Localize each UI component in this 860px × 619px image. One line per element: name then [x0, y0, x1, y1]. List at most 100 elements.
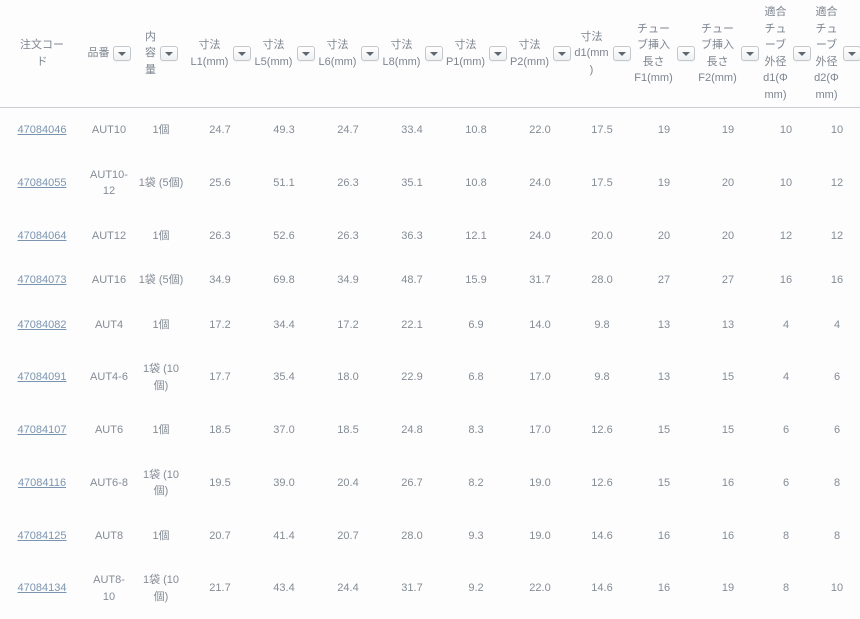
- cell-dim-l5: 69.8: [252, 258, 316, 303]
- order-code-link[interactable]: 47084116: [18, 477, 66, 489]
- cell-order-code: 47084116: [0, 453, 84, 514]
- cell-phi-d2: 10: [812, 558, 860, 619]
- cell-dim-p2: 19.0: [508, 514, 572, 559]
- column-filter-button[interactable]: [425, 46, 443, 61]
- cell-dim-d1: 9.8: [572, 347, 632, 408]
- column-filter-button[interactable]: [843, 46, 860, 61]
- cell-dim-p1: 9.2: [444, 558, 508, 619]
- cell-dim-l8: 24.8: [380, 408, 444, 453]
- cell-phi-d1: 4: [760, 303, 812, 348]
- column-header-label: 寸法 L1(mm): [189, 37, 230, 70]
- column-filter-button[interactable]: [677, 46, 695, 61]
- order-code-link[interactable]: 47084082: [18, 319, 67, 331]
- column-filter-button[interactable]: [160, 46, 178, 61]
- cell-part-number: AUT10-12: [84, 153, 134, 214]
- cell-dim-d1: 14.6: [572, 558, 632, 619]
- cell-phi-d1: 8: [760, 514, 812, 559]
- cell-order-code: 47084125: [0, 514, 84, 559]
- chevron-down-icon: [798, 52, 806, 56]
- cell-quantity: 1個: [134, 408, 188, 453]
- cell-dim-l1: 20.7: [188, 514, 252, 559]
- order-code-link[interactable]: 47084091: [18, 371, 67, 383]
- cell-ins-f2: 19: [696, 558, 760, 619]
- cell-dim-l6: 24.4: [316, 558, 380, 619]
- cell-ins-f1: 13: [632, 303, 696, 348]
- chevron-down-icon: [430, 52, 438, 56]
- column-filter-button[interactable]: [233, 46, 251, 61]
- column-filter-button[interactable]: [613, 46, 631, 61]
- order-code-link[interactable]: 47084055: [18, 177, 67, 189]
- cell-order-code: 47084064: [0, 214, 84, 259]
- chevron-down-icon: [494, 52, 502, 56]
- cell-dim-l6: 26.3: [316, 153, 380, 214]
- cell-phi-d1: 8: [760, 558, 812, 619]
- cell-ins-f1: 19: [632, 108, 696, 153]
- column-header-label: 寸法 L6(mm): [317, 37, 358, 70]
- cell-ins-f1: 20: [632, 214, 696, 259]
- cell-quantity: 1個: [134, 303, 188, 348]
- cell-dim-d1: 12.6: [572, 408, 632, 453]
- chevron-down-icon: [746, 52, 754, 56]
- cell-dim-l1: 17.2: [188, 303, 252, 348]
- cell-dim-l1: 17.7: [188, 347, 252, 408]
- column-filter-button[interactable]: [489, 46, 507, 61]
- cell-quantity: 1個: [134, 214, 188, 259]
- column-header-quantity: 内容量: [134, 0, 188, 108]
- cell-part-number: AUT8: [84, 514, 134, 559]
- cell-quantity: 1袋 (5個): [134, 153, 188, 214]
- cell-dim-l5: 52.6: [252, 214, 316, 259]
- cell-dim-l1: 21.7: [188, 558, 252, 619]
- chevron-down-icon: [302, 52, 310, 56]
- column-header-dim-l5: 寸法 L5(mm): [252, 0, 316, 108]
- column-filter-button[interactable]: [553, 46, 571, 61]
- cell-quantity: 1袋 (10個): [134, 347, 188, 408]
- column-filter-button[interactable]: [361, 46, 379, 61]
- column-header-label: 注文コード: [16, 37, 68, 70]
- cell-ins-f1: 19: [632, 153, 696, 214]
- cell-dim-p2: 14.0: [508, 303, 572, 348]
- cell-part-number: AUT16: [84, 258, 134, 303]
- order-code-link[interactable]: 47084134: [18, 582, 67, 594]
- order-code-link[interactable]: 47084125: [18, 530, 67, 542]
- column-filter-button[interactable]: [741, 46, 759, 61]
- cell-ins-f1: 16: [632, 558, 696, 619]
- cell-ins-f2: 16: [696, 453, 760, 514]
- cell-dim-l8: 36.3: [380, 214, 444, 259]
- cell-part-number: AUT6-8: [84, 453, 134, 514]
- cell-dim-l8: 28.0: [380, 514, 444, 559]
- order-code-link[interactable]: 47084064: [18, 230, 67, 242]
- cell-dim-l5: 43.4: [252, 558, 316, 619]
- column-header-phi-d1: 適合チューブ外径 d1(Φmm): [760, 0, 812, 108]
- column-filter-button[interactable]: [113, 46, 131, 61]
- cell-part-number: AUT8-10: [84, 558, 134, 619]
- cell-dim-l8: 35.1: [380, 153, 444, 214]
- cell-phi-d1: 16: [760, 258, 812, 303]
- column-header-dim-l8: 寸法 L8(mm): [380, 0, 444, 108]
- cell-dim-p1: 9.3: [444, 514, 508, 559]
- cell-dim-p1: 15.9: [444, 258, 508, 303]
- header-row: 注文コード 品番 内容量 寸法 L1(mm) 寸法 L5(mm): [0, 0, 860, 108]
- cell-dim-l8: 33.4: [380, 108, 444, 153]
- cell-ins-f1: 15: [632, 408, 696, 453]
- order-code-link[interactable]: 47084107: [18, 424, 67, 436]
- order-code-link[interactable]: 47084073: [18, 274, 67, 286]
- cell-dim-d1: 17.5: [572, 108, 632, 153]
- cell-quantity: 1袋 (10個): [134, 558, 188, 619]
- cell-dim-l6: 20.7: [316, 514, 380, 559]
- column-filter-button[interactable]: [793, 46, 811, 61]
- order-code-link[interactable]: 47084046: [18, 124, 67, 136]
- column-filter-button[interactable]: [297, 46, 315, 61]
- cell-order-code: 47084107: [0, 408, 84, 453]
- cell-phi-d2: 8: [812, 514, 860, 559]
- column-header-order-code: 注文コード: [0, 0, 84, 108]
- cell-dim-l8: 22.9: [380, 347, 444, 408]
- cell-ins-f2: 20: [696, 153, 760, 214]
- cell-dim-p2: 22.0: [508, 108, 572, 153]
- cell-order-code: 47084073: [0, 258, 84, 303]
- cell-dim-l5: 34.4: [252, 303, 316, 348]
